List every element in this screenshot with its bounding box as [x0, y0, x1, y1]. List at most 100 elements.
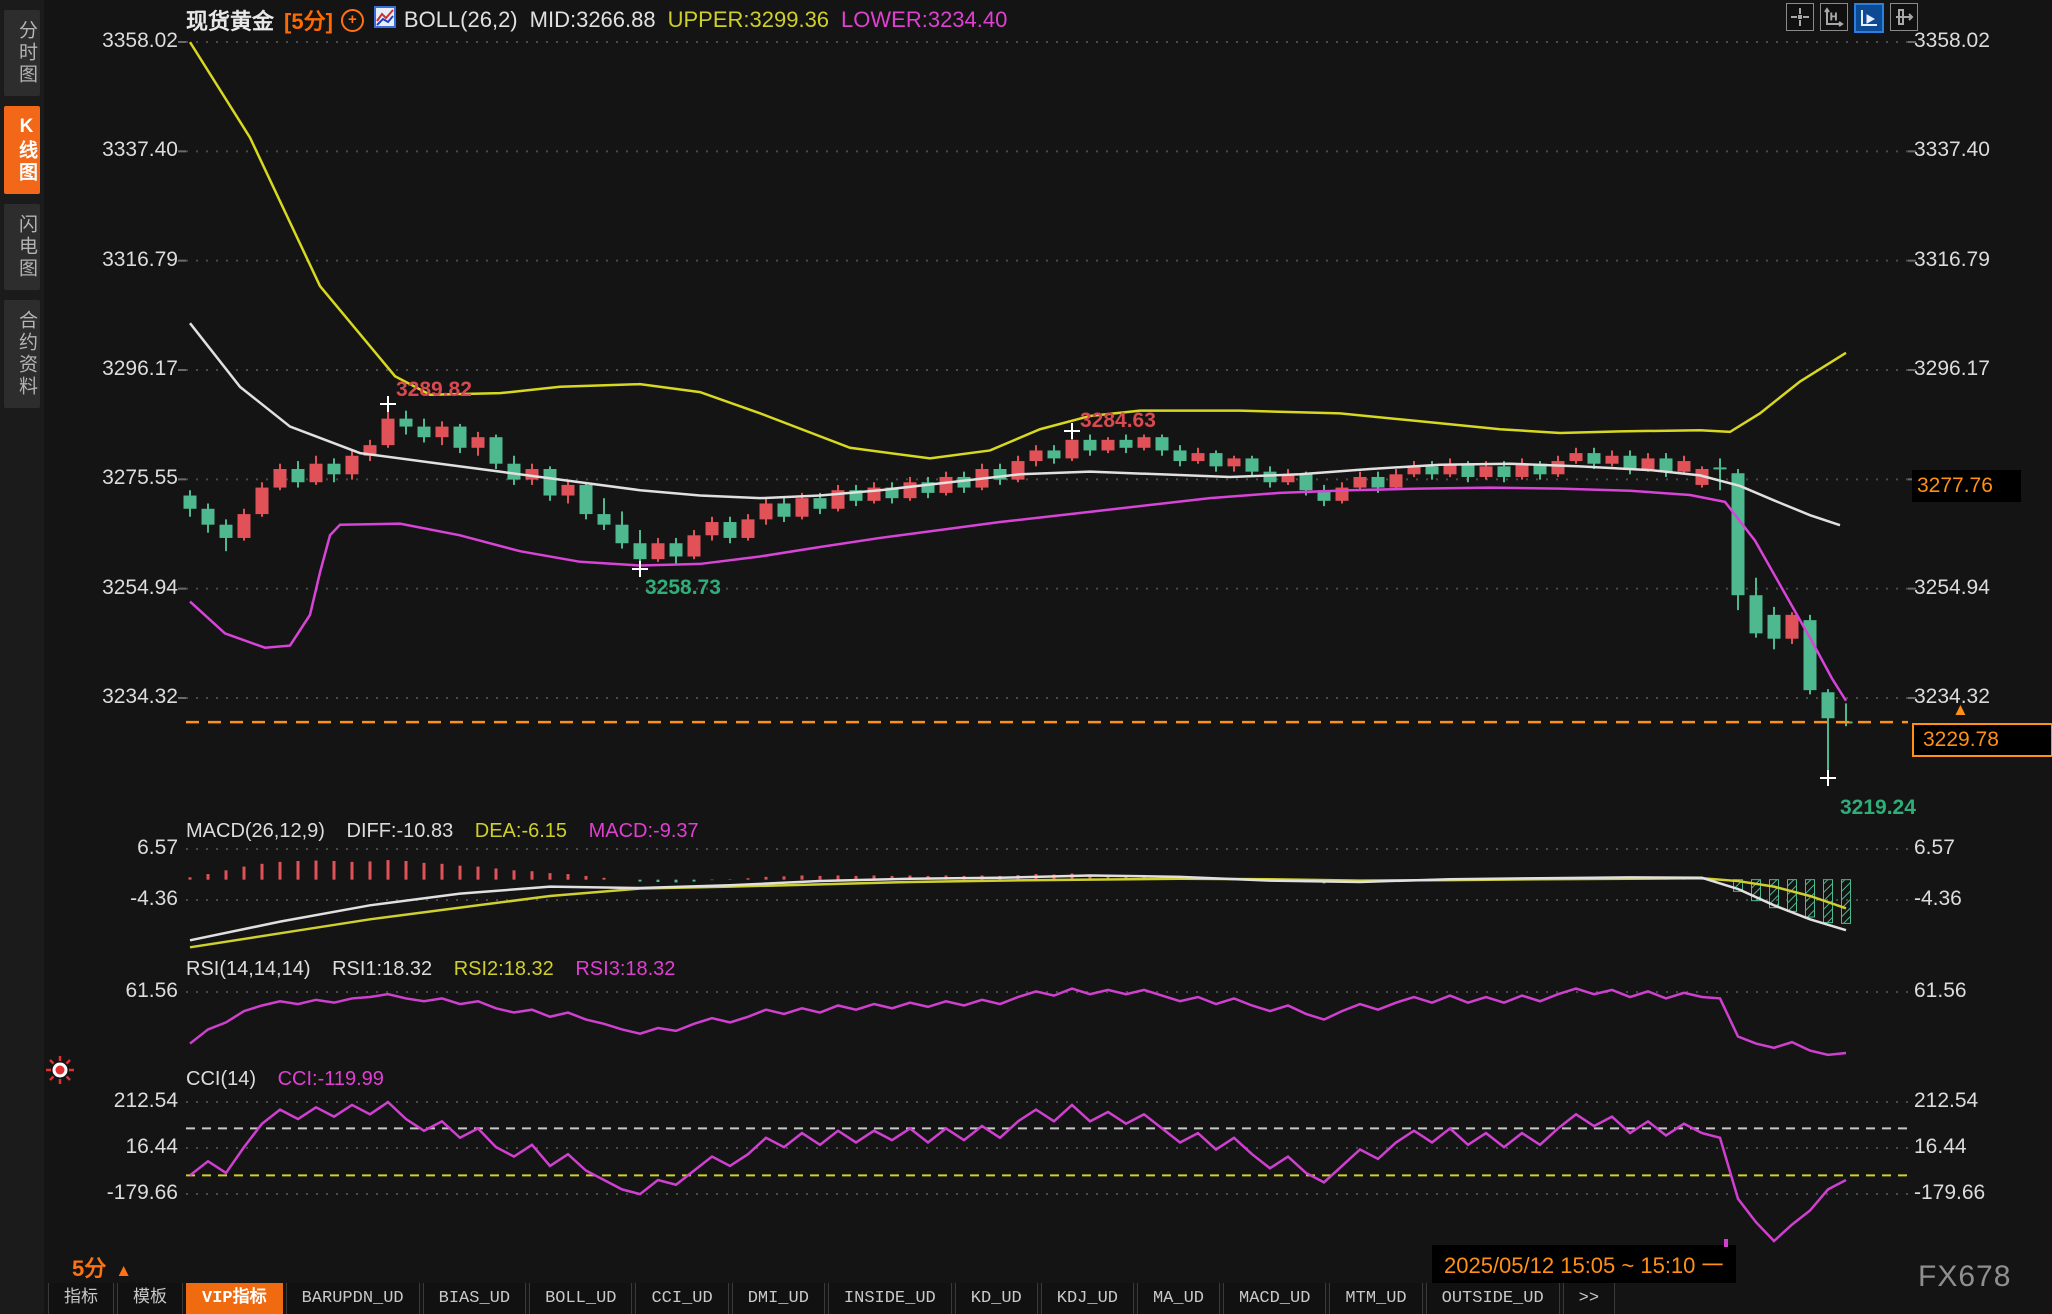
time-cursor-tick [1724, 1239, 1728, 1247]
rsi-axis-label: 61.56 [125, 979, 178, 1002]
macd-axis-label: -4.36 [1914, 886, 1962, 910]
dea-line [189, 877, 1847, 949]
price-axis-label: 3275.55 [102, 466, 178, 490]
sidebar-item-2[interactable]: 闪电图 [4, 204, 40, 290]
indicator-tab-bar: 指标 模板 VIP指标 BARUPDN_UD BIAS_UD BOLL_UD CCI_UD D… [48, 1283, 1618, 1314]
tab-kd-ud[interactable]: KD_UD [954, 1283, 1038, 1314]
macd-pane-header: MACD(26,12,9) DIFF:-10.83 DEA:-6.15 MACD… [186, 820, 715, 843]
boll-lower-line [189, 486, 1848, 702]
price-annotation: 3258.73 [645, 576, 721, 599]
cci-axis-label: -179.66 [106, 1181, 178, 1204]
tab-cci-ud[interactable]: CCI_UD [635, 1283, 729, 1314]
cci-line [189, 1100, 1847, 1243]
cci-axis-label: 212.54 [1914, 1088, 1979, 1112]
rsi-pane-header: RSI(14,14,14) RSI1:18.32 RSI2:18.32 RSI3… [186, 958, 691, 981]
price-axis-label: 3296.17 [102, 356, 178, 380]
cci-axis-label: 16.44 [1914, 1135, 1967, 1158]
fit-horizontal-icon[interactable]: H [1820, 3, 1848, 31]
cci-pane-header: CCI(14) CCI:-119.99 [186, 1068, 400, 1091]
tab-dmi-ud[interactable]: DMI_UD [731, 1283, 825, 1314]
price-annotation: 3219.24 [1840, 796, 1916, 819]
tab--[interactable]: >> [1562, 1283, 1616, 1314]
reference-price-tag: 3277.76 [1912, 470, 2021, 502]
alert-icon[interactable] [44, 1054, 76, 1091]
candles-layer [183, 403, 1853, 778]
period-label[interactable]: [5分] [284, 9, 333, 34]
price-axis-label: 3234.32 [102, 684, 178, 708]
crosshair-icon[interactable] [1786, 3, 1814, 31]
macd-layer [188, 860, 1851, 949]
tab-kdj-ud[interactable]: KDJ_UD [1040, 1283, 1134, 1314]
sidebar-item-1[interactable]: K线图 [4, 106, 40, 194]
price-annotation: 3289.82 [396, 378, 472, 401]
cci-axis-label: 16.44 [125, 1135, 178, 1158]
rsi-axis-label: 61.56 [1914, 979, 1967, 1002]
price-axis-label: 3296.17 [1914, 356, 1990, 380]
boll-bands-layer [188, 41, 1848, 702]
cci-axis-label: -179.66 [1914, 1181, 1986, 1204]
macd-title: MACD(26,12,9) [186, 820, 325, 842]
sidebar-item-3[interactable]: 合约资料 [4, 300, 40, 408]
cci-axis-label: 212.54 [113, 1088, 178, 1112]
tab-outside-ud[interactable]: OUTSIDE_UD [1425, 1283, 1560, 1314]
tab-bias-ud[interactable]: BIAS_UD [422, 1283, 527, 1314]
price-axis-label: 3254.94 [1914, 575, 1990, 599]
macd-diff-value: DIFF:-10.83 [346, 820, 454, 842]
cci-value: CCI:-119.99 [277, 1068, 384, 1090]
diff-line [189, 874, 1847, 942]
tab-inside-ud[interactable]: INSIDE_UD [827, 1283, 952, 1314]
cci-title: CCI(14) [186, 1068, 257, 1090]
left-sidebar: 分时图 K线图闪电图合约资料 [0, 0, 44, 1314]
view-toolbar: H [1786, 3, 1918, 33]
rsi-line [189, 987, 1847, 1057]
price-axis-label: 3316.79 [102, 247, 178, 271]
period-up-arrow-icon: ▲ [115, 1261, 133, 1280]
macd-dea-value: DEA:-6.15 [474, 820, 568, 842]
annotations-layer: 3289.82 3284.63 3258.73 3219.24 [380, 378, 1916, 819]
tab--[interactable]: 模板 [117, 1283, 183, 1314]
price-axis-label: 3316.79 [1914, 247, 1990, 271]
price-annotation: 3284.63 [1080, 409, 1156, 432]
price-axis-label: 3234.32 [1914, 684, 1990, 708]
price-up-arrow-icon: ▲ [1952, 700, 1969, 719]
price-axis-label: 3254.94 [102, 575, 178, 599]
period-text: 5分 [72, 1256, 107, 1281]
last-price-tag: 3229.78 [1912, 723, 2052, 757]
boll-upper-value: UPPER:3299.36 [667, 7, 830, 32]
gridlines [178, 41, 1916, 1196]
tab-macd-ud[interactable]: MACD_UD [1223, 1283, 1327, 1314]
tab-mtm-ud[interactable]: MTM_UD [1329, 1283, 1423, 1314]
pan-right-icon[interactable] [1890, 3, 1918, 31]
tab-boll-ud[interactable]: BOLL_UD [529, 1283, 633, 1314]
sidebar-item-0[interactable]: 分时图 [4, 10, 40, 96]
symbol-name: 现货黄金 [186, 9, 275, 34]
macd-axis-label: -4.36 [130, 886, 178, 910]
boll-params-label: BOLL(26,2) [403, 7, 518, 32]
rsi-title: RSI(14,14,14) [186, 958, 311, 980]
boll-lower-value: LOWER:3234.40 [841, 7, 1008, 32]
chart-header: 现货黄金 [5分] + BOLL(26,2) MID:3266.88 UPPER… [186, 6, 1007, 34]
svg-text:H: H [1830, 12, 1837, 23]
tab-barupdn-ud[interactable]: BARUPDN_UD [285, 1283, 420, 1314]
rsi1-value: RSI1:18.32 [332, 958, 433, 980]
macd-axis-label: 6.57 [1914, 836, 1955, 859]
macd-axis-label: 6.57 [137, 836, 178, 859]
brand-watermark: FX678 [1918, 1260, 2012, 1293]
rsi2-value: RSI2:18.32 [453, 958, 554, 980]
price-axis-label: 3358.02 [102, 29, 178, 52]
indicator-chart-icon[interactable] [373, 6, 396, 34]
period-selector[interactable]: 5分 ▲ [72, 1251, 132, 1283]
period-settings-icon[interactable]: + [340, 8, 364, 32]
macd-macd-value: MACD:-9.37 [588, 820, 699, 842]
boll-mid-value: MID:3266.88 [529, 7, 656, 32]
tab-vip-[interactable]: VIP指标 [186, 1283, 283, 1314]
price-axis-label: 3337.40 [102, 138, 178, 162]
auto-scroll-icon[interactable] [1854, 3, 1884, 33]
boll-upper-line [188, 41, 1847, 460]
tab-ma-ud[interactable]: MA_UD [1136, 1283, 1220, 1314]
rsi3-value: RSI3:18.32 [575, 958, 676, 980]
price-axis-label: 3337.40 [1914, 138, 1990, 162]
tab--[interactable]: 指标 [48, 1283, 114, 1314]
